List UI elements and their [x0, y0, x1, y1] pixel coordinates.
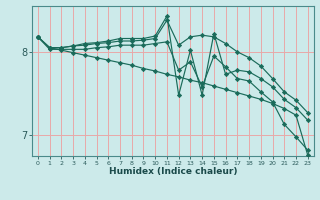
X-axis label: Humidex (Indice chaleur): Humidex (Indice chaleur) — [108, 167, 237, 176]
